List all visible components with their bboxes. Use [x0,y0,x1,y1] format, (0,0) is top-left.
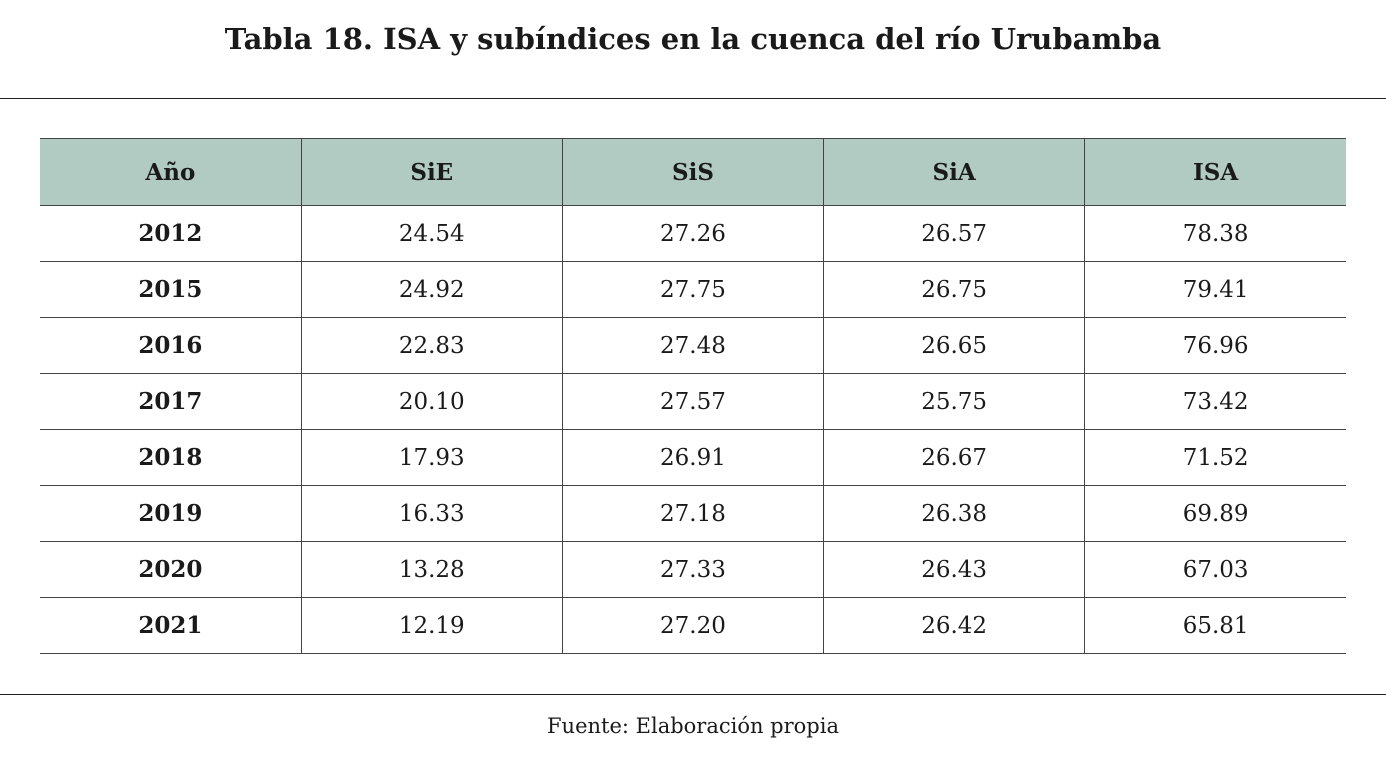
cell-sia: 26.75 [823,261,1085,318]
cell-isa: 78.38 [1084,205,1346,262]
cell-year: 2018 [40,429,302,486]
cell-sie: 13.28 [300,541,563,598]
cell-isa: 69.89 [1084,485,1346,542]
cell-sie: 16.33 [300,485,563,542]
cell-sis: 27.75 [561,261,824,318]
cell-sie: 12.19 [300,597,563,654]
cell-year: 2019 [40,485,302,542]
cell-sia: 26.42 [823,597,1085,654]
table-row: 2016 22.83 27.48 26.65 76.96 [40,317,1346,374]
cell-sia: 25.75 [823,373,1085,430]
table-row: 2017 20.10 27.57 25.75 73.42 [40,373,1346,430]
cell-sis: 27.20 [561,597,824,654]
cell-isa: 73.42 [1084,373,1346,430]
cell-year: 2021 [40,597,302,654]
bottom-rule [0,694,1386,695]
cell-sia: 26.67 [823,429,1085,486]
cell-sie: 22.83 [300,317,563,374]
cell-sia: 26.65 [823,317,1085,374]
cell-isa: 65.81 [1084,597,1346,654]
cell-sis: 27.18 [561,485,824,542]
table-row: 2015 24.92 27.75 26.75 79.41 [40,261,1346,318]
table-title: Tabla 18. ISA y subíndices en la cuenca … [224,22,1162,56]
column-header-isa: ISA [1084,138,1346,206]
cell-sie: 20.10 [300,373,563,430]
table-row: 2020 13.28 27.33 26.43 67.03 [40,541,1346,598]
cell-sis: 27.48 [561,317,824,374]
source-note: Fuente: Elaboración propia [546,714,839,738]
cell-sis: 27.57 [561,373,824,430]
cell-isa: 71.52 [1084,429,1346,486]
cell-year: 2020 [40,541,302,598]
cell-year: 2016 [40,317,302,374]
cell-sie: 17.93 [300,429,563,486]
cell-sis: 27.33 [561,541,824,598]
cell-year: 2017 [40,373,302,430]
cell-sia: 26.38 [823,485,1085,542]
cell-year: 2015 [40,261,302,318]
column-header-year: Año [40,138,302,206]
top-rule [0,98,1386,99]
data-table: Año SiE SiS SiA ISA 2012 24.54 27.26 26.… [40,138,1346,654]
table-row: 2018 17.93 26.91 26.67 71.52 [40,429,1346,486]
cell-isa: 79.41 [1084,261,1346,318]
cell-sie: 24.92 [300,261,563,318]
table-row: 2019 16.33 27.18 26.38 69.89 [40,485,1346,542]
cell-year: 2012 [40,205,302,262]
cell-isa: 67.03 [1084,541,1346,598]
header-row: Año SiE SiS SiA ISA [40,138,1346,206]
cell-sie: 24.54 [300,205,563,262]
column-header-sis: SiS [561,138,824,206]
cell-isa: 76.96 [1084,317,1346,374]
cell-sia: 26.57 [823,205,1085,262]
table-row: 2012 24.54 27.26 26.57 78.38 [40,205,1346,262]
column-header-sie: SiE [300,138,563,206]
table-row: 2021 12.19 27.20 26.42 65.81 [40,597,1346,654]
cell-sis: 26.91 [561,429,824,486]
cell-sis: 27.26 [561,205,824,262]
column-header-sia: SiA [823,138,1085,206]
cell-sia: 26.43 [823,541,1085,598]
